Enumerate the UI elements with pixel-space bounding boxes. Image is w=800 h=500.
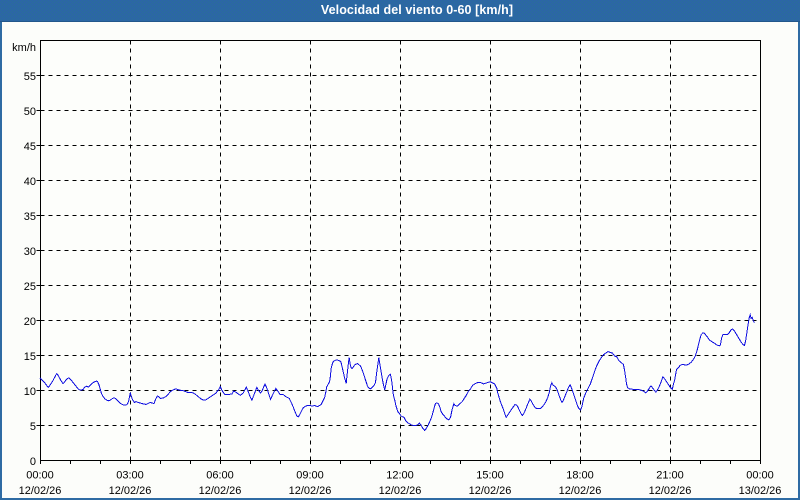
svg-text:5: 5	[30, 421, 36, 433]
svg-text:00:00: 00:00	[746, 470, 774, 482]
svg-text:00:00: 00:00	[26, 470, 54, 482]
svg-text:06:00: 06:00	[206, 470, 234, 482]
svg-text:15:00: 15:00	[476, 470, 504, 482]
svg-text:12/02/26: 12/02/26	[19, 485, 62, 497]
svg-text:03:00: 03:00	[116, 470, 144, 482]
svg-text:15: 15	[24, 351, 36, 363]
svg-text:12/02/26: 12/02/26	[559, 485, 602, 497]
svg-text:13/02/26: 13/02/26	[739, 485, 782, 497]
svg-text:12/02/26: 12/02/26	[379, 485, 422, 497]
svg-text:12/02/26: 12/02/26	[199, 485, 242, 497]
svg-text:40: 40	[24, 176, 36, 188]
svg-text:20: 20	[24, 316, 36, 328]
svg-text:09:00: 09:00	[296, 470, 324, 482]
svg-text:45: 45	[24, 141, 36, 153]
svg-text:18:00: 18:00	[566, 470, 594, 482]
svg-text:35: 35	[24, 211, 36, 223]
svg-text:55: 55	[24, 71, 36, 83]
svg-text:50: 50	[24, 106, 36, 118]
svg-text:25: 25	[24, 281, 36, 293]
svg-text:12/02/26: 12/02/26	[649, 485, 692, 497]
svg-text:12/02/26: 12/02/26	[289, 485, 332, 497]
svg-text:10: 10	[24, 386, 36, 398]
svg-text:21:00: 21:00	[656, 470, 684, 482]
svg-text:12/02/26: 12/02/26	[469, 485, 512, 497]
svg-text:30: 30	[24, 246, 36, 258]
svg-text:12:00: 12:00	[386, 470, 414, 482]
svg-text:km/h: km/h	[12, 42, 36, 54]
svg-text:12/02/26: 12/02/26	[109, 485, 152, 497]
svg-text:0: 0	[30, 456, 36, 468]
